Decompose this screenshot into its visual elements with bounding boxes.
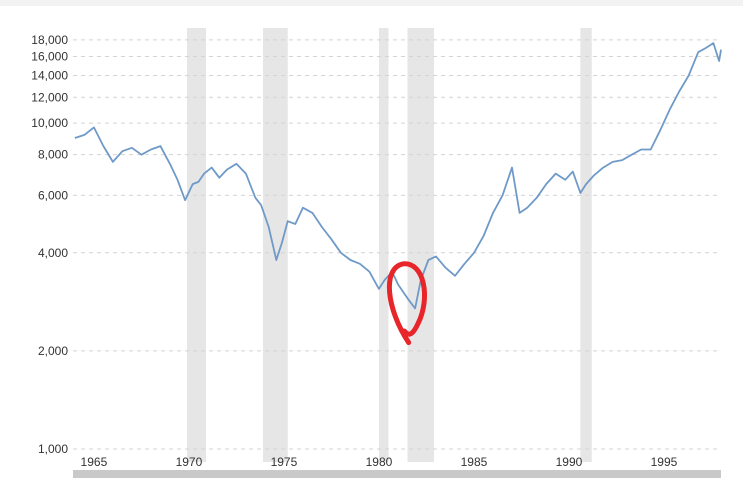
y-tick-label: 8,000 (38, 148, 68, 162)
y-tick-label: 1,000 (38, 442, 68, 456)
x-tick-label: 1985 (461, 455, 488, 469)
recession-band (407, 28, 435, 462)
grid-lines (73, 39, 721, 450)
shaded-periods (187, 28, 592, 462)
y-tick-label: 2,000 (38, 344, 68, 358)
series-line (74, 42, 722, 310)
red-circle-annotation (386, 261, 427, 346)
y-tick-label: 18,000 (31, 33, 68, 47)
scrollbar[interactable] (73, 470, 721, 478)
y-tick-label: 14,000 (31, 68, 68, 82)
recession-band (580, 28, 592, 462)
recession-band (187, 28, 207, 462)
series-layer (74, 42, 722, 310)
top-divider (0, 0, 743, 6)
x-tick-label: 1990 (556, 455, 583, 469)
y-tick-label: 12,000 (31, 90, 68, 104)
x-tick-label: 1965 (81, 455, 108, 469)
y-tick-label: 4,000 (38, 246, 68, 260)
x-tick-label: 1970 (176, 455, 203, 469)
annotation-layer (386, 261, 427, 346)
y-tick-label: 10,000 (31, 116, 68, 130)
x-tick-label: 1995 (651, 455, 678, 469)
y-tick-label: 6,000 (38, 188, 68, 202)
x-tick-label: 1980 (366, 455, 393, 469)
x-axis: 1965 1970 1975 1980 1985 1990 1995 (81, 455, 678, 469)
recession-band (378, 28, 389, 462)
y-axis: 1,000 2,000 4,000 6,000 8,000 10,000 12,000 14,… (31, 33, 68, 456)
y-tick-label: 16,000 (31, 50, 68, 64)
recession-band (263, 28, 288, 462)
x-tick-label: 1975 (271, 455, 298, 469)
